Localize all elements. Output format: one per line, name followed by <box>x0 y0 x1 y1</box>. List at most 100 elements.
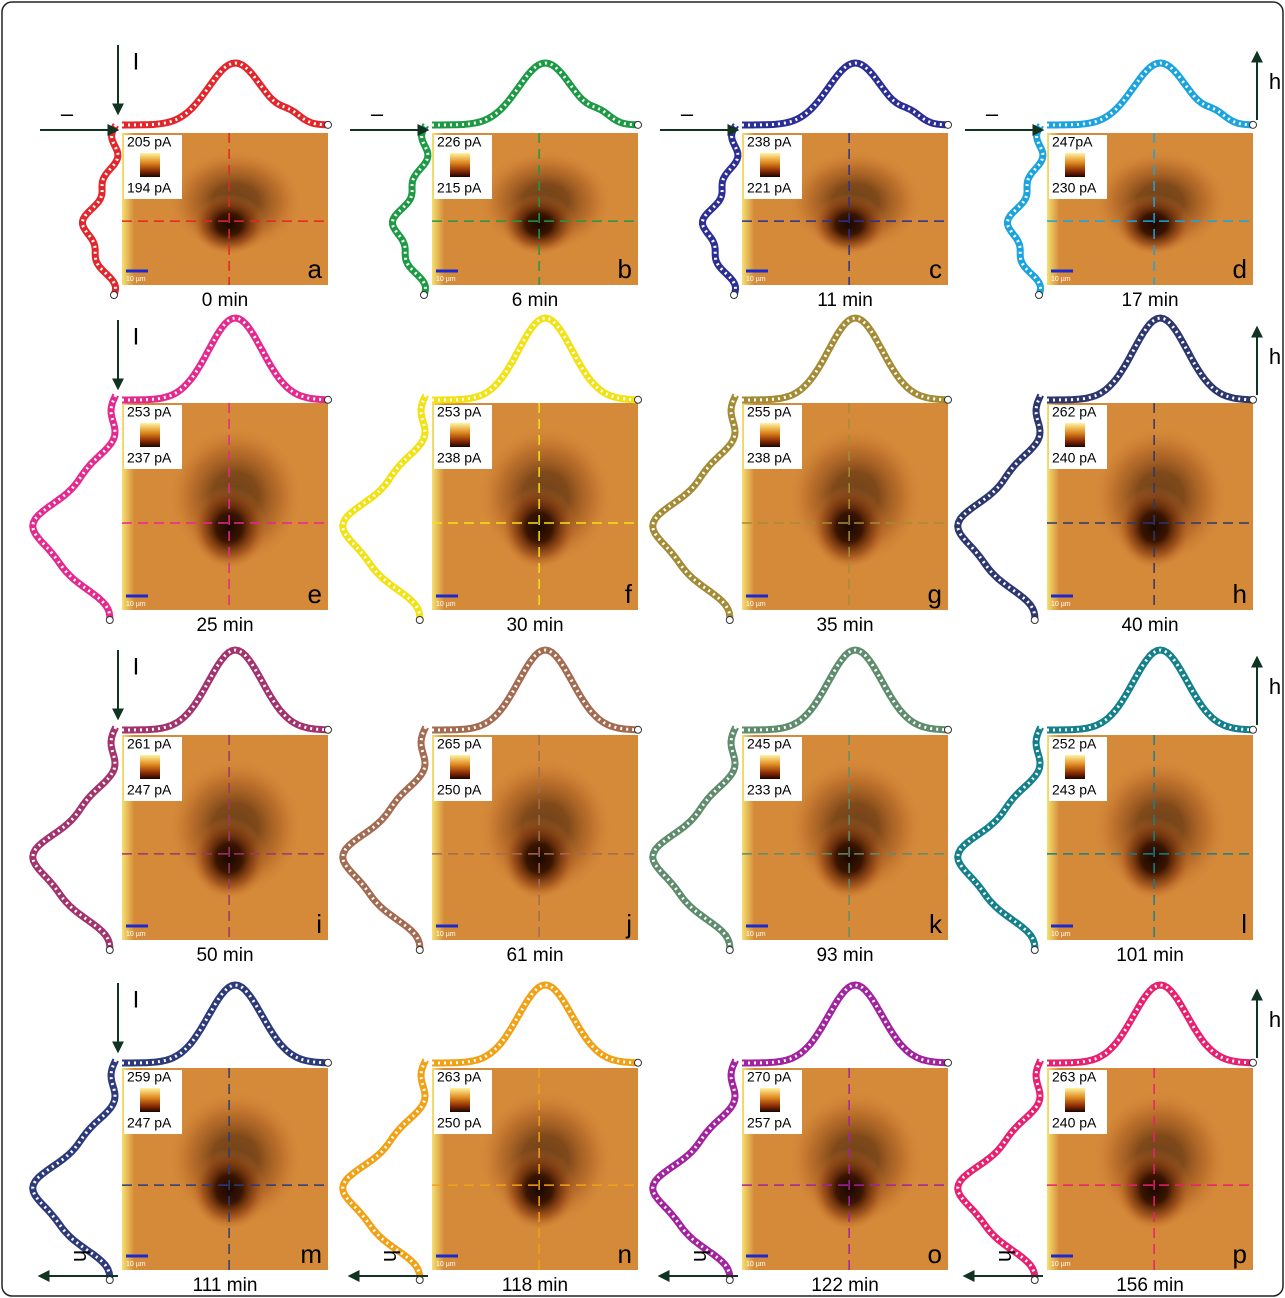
max-current: 265 pA <box>437 736 482 752</box>
profile-end <box>110 292 117 299</box>
profile-end <box>635 726 642 733</box>
panel-letter: f <box>625 579 633 609</box>
color-scale <box>450 1088 470 1112</box>
profile-rings <box>432 318 638 400</box>
profile-end <box>416 617 423 624</box>
axis-label: – <box>61 101 74 126</box>
color-scale <box>140 153 160 177</box>
profile-outline <box>432 650 638 730</box>
profile-rings <box>432 985 638 1063</box>
profile-end <box>325 396 332 403</box>
panel: 252 pA243 pA10 µml101 min <box>958 650 1257 966</box>
profile-outline <box>122 650 328 730</box>
time-label: 11 min <box>817 290 873 311</box>
profile-end <box>726 947 733 954</box>
panel-letter: b <box>618 254 632 284</box>
axis-label: I <box>133 653 140 680</box>
profile-end <box>1031 617 1038 624</box>
profile-end <box>726 1277 733 1284</box>
max-current: 263 pA <box>437 1069 482 1085</box>
panel-letter: n <box>618 1239 632 1269</box>
profile-outline <box>432 318 638 400</box>
profile-end <box>106 947 113 954</box>
scale-bar-label: 10 µm <box>436 931 456 938</box>
max-current: 270 pA <box>747 1069 792 1085</box>
profile-rings <box>1047 318 1253 400</box>
scale-bar-label: 10 µm <box>1051 931 1071 938</box>
color-scale <box>450 755 470 779</box>
profile-outline <box>742 63 948 125</box>
scale-bar-label: 10 µm <box>436 276 456 283</box>
axis-label: I <box>133 986 140 1013</box>
axis-label: h <box>689 1250 714 1262</box>
max-current: 245 pA <box>747 736 792 752</box>
color-scale <box>760 1088 780 1112</box>
axis-label: h <box>1269 1007 1281 1032</box>
figure: 205 pA194 pA10 µma0 minI–226 pA215 pA10 … <box>0 0 1285 1298</box>
panel-letter: g <box>928 579 942 609</box>
profile-outline <box>33 1060 116 1280</box>
min-current: 215 pA <box>437 180 482 196</box>
color-scale <box>1065 1088 1085 1112</box>
scale-bar-label: 10 µm <box>746 931 766 938</box>
profile-end <box>726 617 733 624</box>
color-scale <box>760 153 780 177</box>
scale-bar-label: 10 µm <box>126 931 146 938</box>
profile-outline <box>653 727 736 950</box>
profile-end <box>635 1059 642 1066</box>
profile-end <box>945 396 952 403</box>
panel-letter: c <box>929 254 942 284</box>
profile-outline <box>742 650 948 730</box>
profile-end <box>945 1059 952 1066</box>
time-label: 25 min <box>196 615 253 636</box>
profile-outline <box>1047 985 1253 1063</box>
min-current: 230 pA <box>1052 180 1097 196</box>
profile-rings <box>1047 985 1253 1063</box>
profile-outline <box>653 1060 736 1280</box>
min-current: 250 pA <box>437 1115 482 1131</box>
min-current: 243 pA <box>1052 782 1097 798</box>
axis-label: h <box>994 1250 1019 1262</box>
scale-bar-label: 10 µm <box>1051 601 1071 608</box>
scale-bar-label: 10 µm <box>746 1261 766 1268</box>
max-current: 259 pA <box>127 1069 172 1085</box>
profile-end <box>106 1277 113 1284</box>
max-current: 205 pA <box>127 134 172 150</box>
time-label: 61 min <box>506 945 563 966</box>
min-current: 237 pA <box>127 450 172 466</box>
min-current: 194 pA <box>127 180 172 196</box>
panel-letter: l <box>1241 909 1247 939</box>
min-current: 233 pA <box>747 782 792 798</box>
axis-label: I <box>133 323 140 350</box>
max-current: 255 pA <box>747 404 792 420</box>
profile-outline <box>958 395 1041 620</box>
max-current: 253 pA <box>437 404 482 420</box>
profile-end <box>945 726 952 733</box>
profile-end <box>325 1059 332 1066</box>
time-label: 156 min <box>1116 1275 1184 1296</box>
max-current: 252 pA <box>1052 736 1097 752</box>
profile-end <box>730 292 737 299</box>
panel: 262 pA240 pA10 µmh40 min <box>958 318 1257 636</box>
profile-outline <box>432 985 638 1063</box>
panel-letter: k <box>929 909 943 939</box>
scale-bar-label: 10 µm <box>746 601 766 608</box>
time-label: 40 min <box>1121 615 1178 636</box>
profile-end <box>325 121 332 128</box>
color-scale <box>1065 755 1085 779</box>
profile-rings <box>122 985 328 1063</box>
profile-outline <box>122 318 328 400</box>
profile-end <box>416 1277 423 1284</box>
profile-outline <box>343 1060 426 1280</box>
profile-end <box>1031 947 1038 954</box>
max-current: 262 pA <box>1052 404 1097 420</box>
profile-rings <box>432 650 638 730</box>
axis-label: h <box>379 1250 404 1262</box>
color-scale <box>450 423 470 447</box>
profile-rings <box>742 650 948 730</box>
profile-rings <box>1047 650 1253 730</box>
profile-end <box>416 947 423 954</box>
color-scale <box>760 423 780 447</box>
